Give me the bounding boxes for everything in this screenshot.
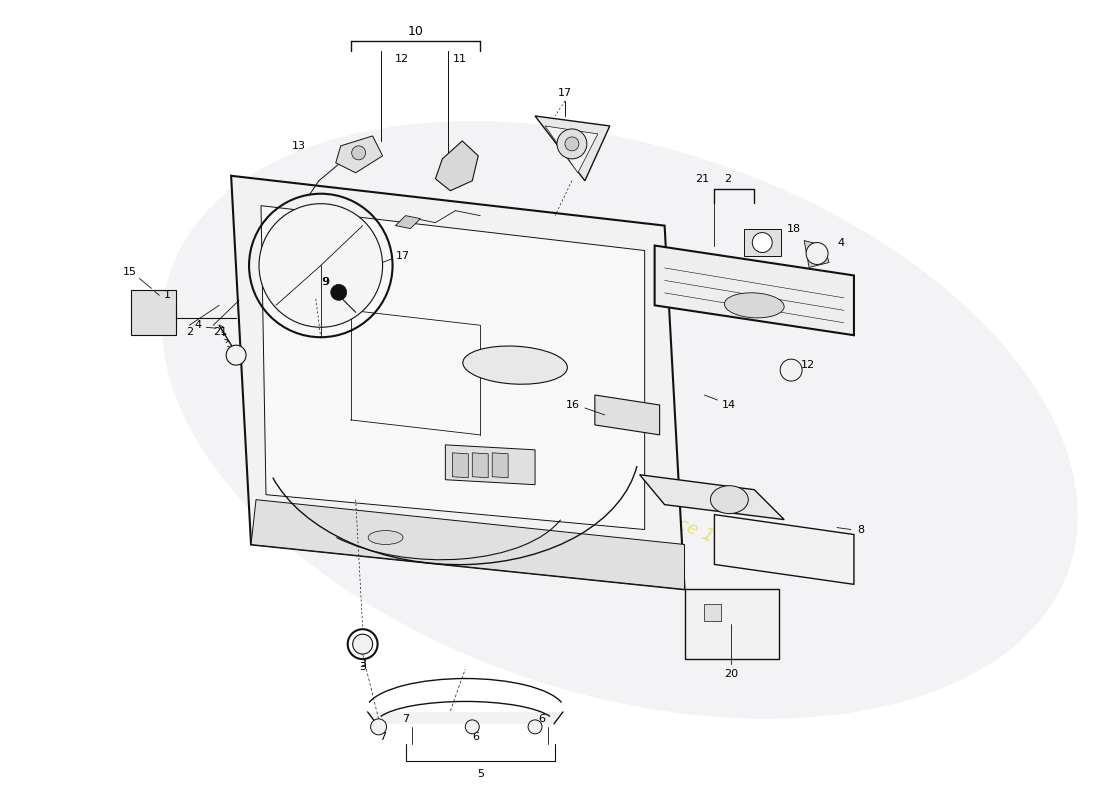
Ellipse shape: [162, 121, 1078, 719]
Text: 16: 16: [565, 400, 580, 410]
Text: 9: 9: [322, 278, 329, 287]
Circle shape: [557, 129, 587, 159]
Circle shape: [331, 285, 346, 300]
Circle shape: [352, 146, 365, 160]
Circle shape: [227, 345, 246, 365]
Polygon shape: [396, 216, 420, 229]
Text: 12: 12: [801, 360, 815, 370]
Text: 4: 4: [194, 320, 201, 330]
Polygon shape: [544, 126, 597, 173]
Text: 5: 5: [476, 769, 484, 778]
Polygon shape: [261, 206, 645, 530]
Polygon shape: [745, 229, 781, 255]
Polygon shape: [654, 246, 854, 335]
Polygon shape: [436, 141, 478, 190]
Text: 6: 6: [472, 732, 480, 742]
Polygon shape: [336, 136, 383, 173]
Polygon shape: [595, 395, 660, 435]
Circle shape: [806, 242, 828, 265]
Text: 10: 10: [407, 25, 424, 38]
Polygon shape: [251, 500, 684, 590]
Polygon shape: [714, 514, 854, 584]
Text: 17: 17: [558, 88, 572, 98]
Circle shape: [780, 359, 802, 381]
Text: 11: 11: [452, 54, 466, 64]
Polygon shape: [446, 445, 535, 485]
Text: 12: 12: [395, 54, 408, 64]
Text: 3: 3: [360, 659, 366, 669]
Polygon shape: [367, 712, 563, 724]
Text: 7: 7: [402, 714, 409, 724]
Text: 14: 14: [722, 400, 736, 410]
Text: 9: 9: [321, 278, 329, 287]
Text: 8: 8: [857, 525, 865, 534]
Polygon shape: [684, 590, 779, 659]
Ellipse shape: [368, 530, 403, 545]
Polygon shape: [132, 290, 176, 335]
Ellipse shape: [463, 346, 568, 384]
Polygon shape: [704, 604, 722, 622]
Polygon shape: [804, 241, 829, 267]
Text: 13: 13: [292, 141, 306, 151]
Circle shape: [258, 204, 383, 327]
Polygon shape: [535, 116, 609, 181]
Polygon shape: [472, 453, 488, 478]
Polygon shape: [492, 453, 508, 478]
Ellipse shape: [711, 486, 748, 514]
Text: 4: 4: [837, 238, 844, 247]
Circle shape: [371, 719, 386, 735]
Circle shape: [752, 233, 772, 253]
Circle shape: [528, 720, 542, 734]
Text: 21: 21: [213, 327, 228, 338]
Text: 20: 20: [724, 669, 738, 679]
Text: 2: 2: [724, 174, 730, 184]
Text: 7: 7: [379, 732, 386, 742]
Text: 3: 3: [360, 662, 366, 672]
Text: eu: eu: [314, 319, 487, 441]
Ellipse shape: [725, 293, 784, 318]
Polygon shape: [452, 453, 469, 478]
Polygon shape: [640, 474, 784, 519]
Polygon shape: [231, 176, 684, 590]
Text: a passion for parts since 1985: a passion for parts since 1985: [491, 440, 749, 559]
Text: 18: 18: [788, 223, 801, 234]
Text: 6: 6: [539, 714, 546, 724]
Text: 15: 15: [122, 267, 136, 278]
Text: 2: 2: [186, 327, 192, 338]
Text: 21: 21: [695, 174, 710, 184]
Text: 17: 17: [396, 250, 409, 261]
Circle shape: [353, 634, 373, 654]
Circle shape: [565, 137, 579, 151]
Circle shape: [465, 720, 480, 734]
Text: 1: 1: [164, 290, 172, 300]
